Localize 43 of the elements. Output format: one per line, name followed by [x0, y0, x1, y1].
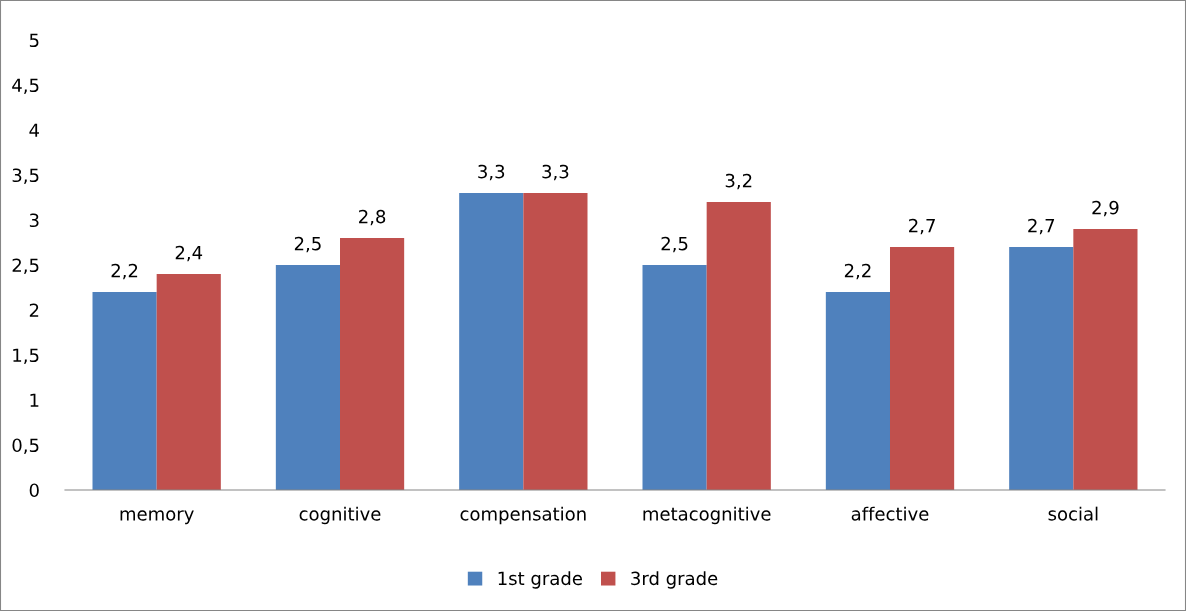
- bar: [890, 247, 955, 490]
- bar: [1073, 229, 1138, 490]
- y-tick-label: 1,5: [13, 348, 39, 364]
- bar: [340, 238, 405, 490]
- x-tick-label: affective: [851, 506, 929, 521]
- bar: [523, 193, 588, 490]
- bar: [642, 265, 707, 490]
- bar: [156, 274, 221, 490]
- data-label: 3,3: [542, 164, 569, 181]
- data-label: 3,3: [478, 164, 505, 181]
- y-tick-label: 0,5: [12, 438, 39, 454]
- data-label: 2,5: [294, 236, 321, 253]
- data-label: 3,2: [725, 173, 752, 190]
- x-tick-label: metacognitive: [643, 506, 771, 525]
- y-tick-label: 1: [30, 393, 39, 407]
- y-tick-label: 4,5: [12, 78, 39, 94]
- data-label: 2,5: [661, 236, 688, 253]
- bar: [459, 193, 524, 490]
- legend-label: 1st grade: [498, 571, 582, 589]
- legend-label: 3rd grade: [631, 571, 718, 589]
- y-tick-label: 0: [29, 483, 39, 498]
- data-label: 2,2: [844, 263, 871, 280]
- y-tick-label: 3: [29, 213, 39, 228]
- y-tick-label: 5: [29, 33, 39, 48]
- y-tick-label: 4: [29, 123, 39, 137]
- data-label: 2,2: [111, 263, 138, 280]
- x-tick-label: compensation: [460, 506, 586, 525]
- bar: [825, 292, 890, 490]
- x-tick-label: cognitive: [299, 506, 381, 525]
- bar: [706, 202, 771, 490]
- data-label: 2,9: [1092, 200, 1119, 217]
- bar: [92, 292, 157, 490]
- data-label: 2,7: [1028, 218, 1055, 235]
- data-label: 2,8: [359, 209, 386, 226]
- x-tick-label: social: [1048, 506, 1098, 521]
- y-tick-label: 3,5: [12, 168, 39, 184]
- x-tick-label: memory: [120, 510, 194, 525]
- y-tick-label: 2: [29, 303, 39, 317]
- data-label: 2,4: [175, 245, 203, 262]
- bar: [275, 265, 340, 490]
- bar: [1009, 247, 1074, 490]
- y-tick-label: 2,5: [12, 258, 39, 274]
- data-label: 2,7: [909, 218, 935, 235]
